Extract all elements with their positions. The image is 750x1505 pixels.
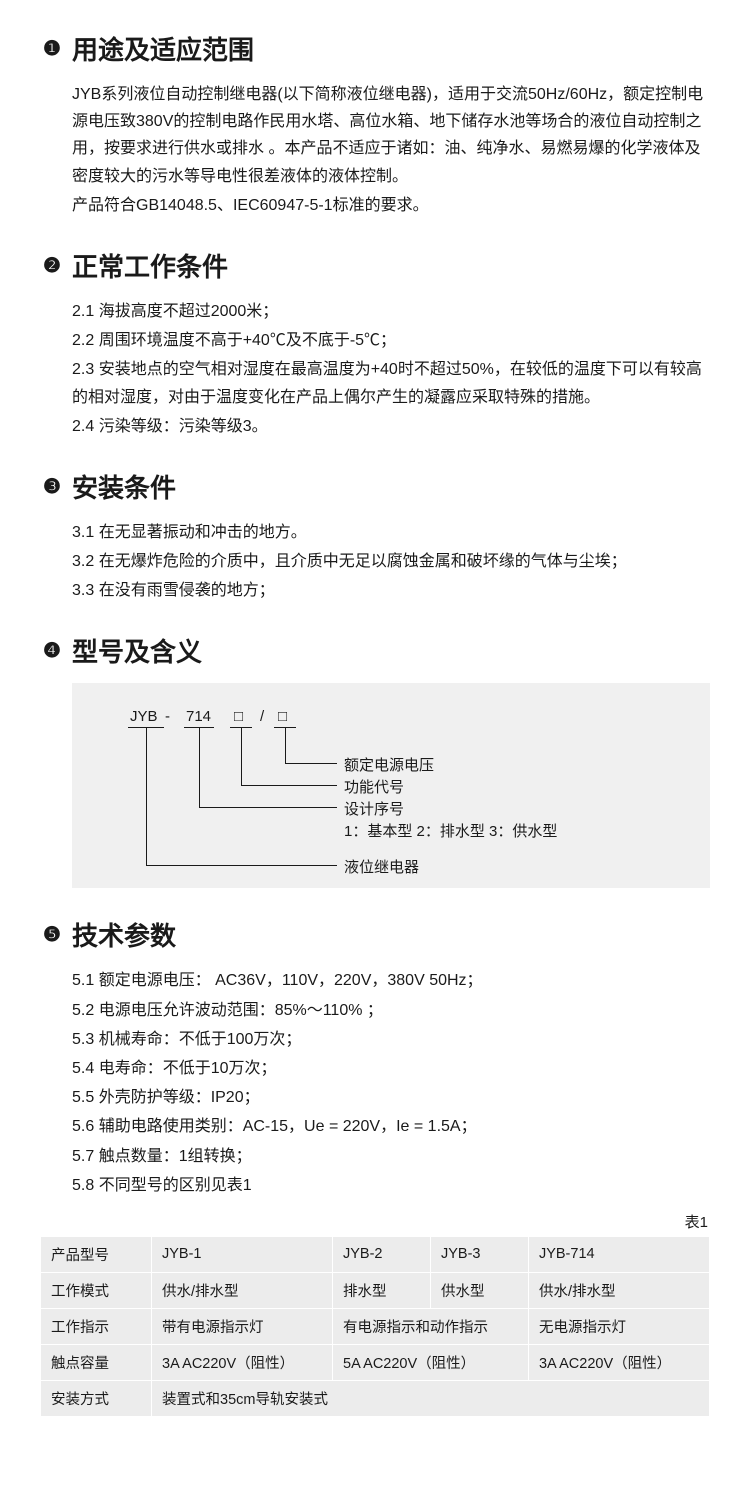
body-1: JYB系列液位自动控制继电器(以下简称液位继电器)，适用于交流50Hz/60Hz… [40,81,710,219]
heading-title: 用途及适应范围 [72,30,254,67]
section-usage: ❶ 用途及适应范围 JYB系列液位自动控制继电器(以下简称液位继电器)，适用于交… [40,30,710,219]
bullet-icon: ❸ [40,474,64,498]
cell: 装置式和35cm导轨安装式 [152,1381,709,1416]
table-row: 安装方式 装置式和35cm导轨安装式 [41,1381,709,1416]
bullet-icon: ❹ [40,639,64,663]
cell: JYB-714 [529,1237,709,1272]
diagram-line [285,763,337,764]
diagram-desc: 功能代号 [344,776,404,797]
list-item: 5.3 机械寿命：不低于100万次； [72,1026,710,1053]
bullet-icon: ❺ [40,923,64,947]
cell: 供水/排水型 [529,1273,709,1308]
list-item: 5.2 电源电压允许波动范围：85%～110% ； [72,997,710,1024]
list-item: 5.6 辅助电路使用类别：AC-15，Ue = 220V，Ie = 1.5A； [72,1113,710,1140]
diagram-desc: 额定电源电压 [344,754,434,775]
cell: 供水/排水型 [152,1273,332,1308]
cell: 排水型 [333,1273,430,1308]
list-item: 5.8 不同型号的区别见表1 [72,1172,710,1199]
body-5: 5.1 额定电源电压： AC36V，110V，220V，380V 50Hz； 5… [40,967,710,1199]
list-item: 5.4 电寿命：不低于10万次； [72,1055,710,1082]
diagram-desc: 1：基本型 2：排水型 3：供水型 [344,820,557,841]
cell: 带有电源指示灯 [152,1309,332,1344]
list-item: 2.4 污染等级：污染等级3。 [72,413,710,440]
cell: JYB-3 [431,1237,528,1272]
diagram-line [285,727,286,763]
list-item: 5.1 额定电源电压： AC36V，110V，220V，380V 50Hz； [72,967,710,994]
diagram-part: JYB [130,708,158,725]
table-row: 工作模式 供水/排水型 排水型 供水型 供水/排水型 [41,1273,709,1308]
diagram-desc: 设计序号 [344,798,404,819]
diagram-line [146,865,337,866]
paragraph: JYB系列液位自动控制继电器(以下简称液位继电器)，适用于交流50Hz/60Hz… [72,81,710,190]
table-row: 产品型号 JYB-1 JYB-2 JYB-3 JYB-714 [41,1237,709,1272]
model-diagram: JYB - 714 □ / □ 额定电源电压 功能代号 设计序号 [72,683,710,888]
diagram-desc: 液位继电器 [344,856,419,877]
bullet-icon: ❷ [40,253,64,277]
cell: 无电源指示灯 [529,1309,709,1344]
heading-2: ❷ 正常工作条件 [40,247,710,284]
list-item: 3.1 在无显著振动和冲击的地方。 [72,519,710,546]
table-row: 工作指示 带有电源指示灯 有电源指示和动作指示 无电源指示灯 [41,1309,709,1344]
body-2: 2.1 海拔高度不超过2000米； 2.2 周围环境温度不高于+40℃及不底于-… [40,298,710,440]
diagram-line [146,727,147,865]
section-install: ❸ 安装条件 3.1 在无显著振动和冲击的地方。 3.2 在无爆炸危险的介质中，… [40,468,710,605]
cell: 有电源指示和动作指示 [333,1309,528,1344]
row-header: 工作指示 [41,1309,151,1344]
heading-title: 型号及含义 [72,632,202,669]
diagram-part: - [165,708,170,725]
heading-1: ❶ 用途及适应范围 [40,30,710,67]
diagram-line [199,727,200,807]
heading-title: 安装条件 [72,468,176,505]
diagram-part: □ [234,708,243,725]
diagram-line [241,727,242,785]
diagram-part: □ [278,708,287,725]
paragraph: 产品符合GB14048.5、IEC60947-5-1标准的要求。 [72,192,710,219]
cell: JYB-2 [333,1237,430,1272]
diagram-part: / [260,708,264,725]
section-conditions: ❷ 正常工作条件 2.1 海拔高度不超过2000米； 2.2 周围环境温度不高于… [40,247,710,440]
heading-5: ❺ 技术参数 [40,916,710,953]
row-header: 工作模式 [41,1273,151,1308]
list-item: 3.3 在没有雨雪侵袭的地方； [72,577,710,604]
cell: 3A AC220V（阻性） [152,1345,332,1380]
spec-table: 产品型号 JYB-1 JYB-2 JYB-3 JYB-714 工作模式 供水/排… [40,1236,710,1417]
diagram-part: 714 [186,708,211,725]
row-header: 安装方式 [41,1381,151,1416]
row-header: 触点容量 [41,1345,151,1380]
cell: 5A AC220V（阻性） [333,1345,528,1380]
list-item: 5.7 触点数量：1组转换； [72,1143,710,1170]
row-header: 产品型号 [41,1237,151,1272]
list-item: 2.3 安装地点的空气相对湿度在最高温度为+40时不超过50%，在较低的温度下可… [72,356,710,410]
list-item: 3.2 在无爆炸危险的介质中，且介质中无足以腐蚀金属和破坏缘的气体与尘埃； [72,548,710,575]
cell: JYB-1 [152,1237,332,1272]
cell: 供水型 [431,1273,528,1308]
heading-4: ❹ 型号及含义 [40,632,710,669]
section-model: ❹ 型号及含义 JYB - 714 □ / □ [40,632,710,888]
list-item: 5.5 外壳防护等级：IP20； [72,1084,710,1111]
section-params: ❺ 技术参数 5.1 额定电源电压： AC36V，110V，220V，380V … [40,916,710,1417]
diagram-line [199,807,337,808]
table-caption: 表1 [40,1211,710,1232]
list-item: 2.2 周围环境温度不高于+40℃及不底于-5℃； [72,327,710,354]
table-row: 触点容量 3A AC220V（阻性） 5A AC220V（阻性） 3A AC22… [41,1345,709,1380]
heading-title: 正常工作条件 [72,247,228,284]
heading-title: 技术参数 [72,916,176,953]
diagram-line [241,785,337,786]
heading-3: ❸ 安装条件 [40,468,710,505]
list-item: 2.1 海拔高度不超过2000米； [72,298,710,325]
bullet-icon: ❶ [40,37,64,61]
cell: 3A AC220V（阻性） [529,1345,709,1380]
body-3: 3.1 在无显著振动和冲击的地方。 3.2 在无爆炸危险的介质中，且介质中无足以… [40,519,710,605]
